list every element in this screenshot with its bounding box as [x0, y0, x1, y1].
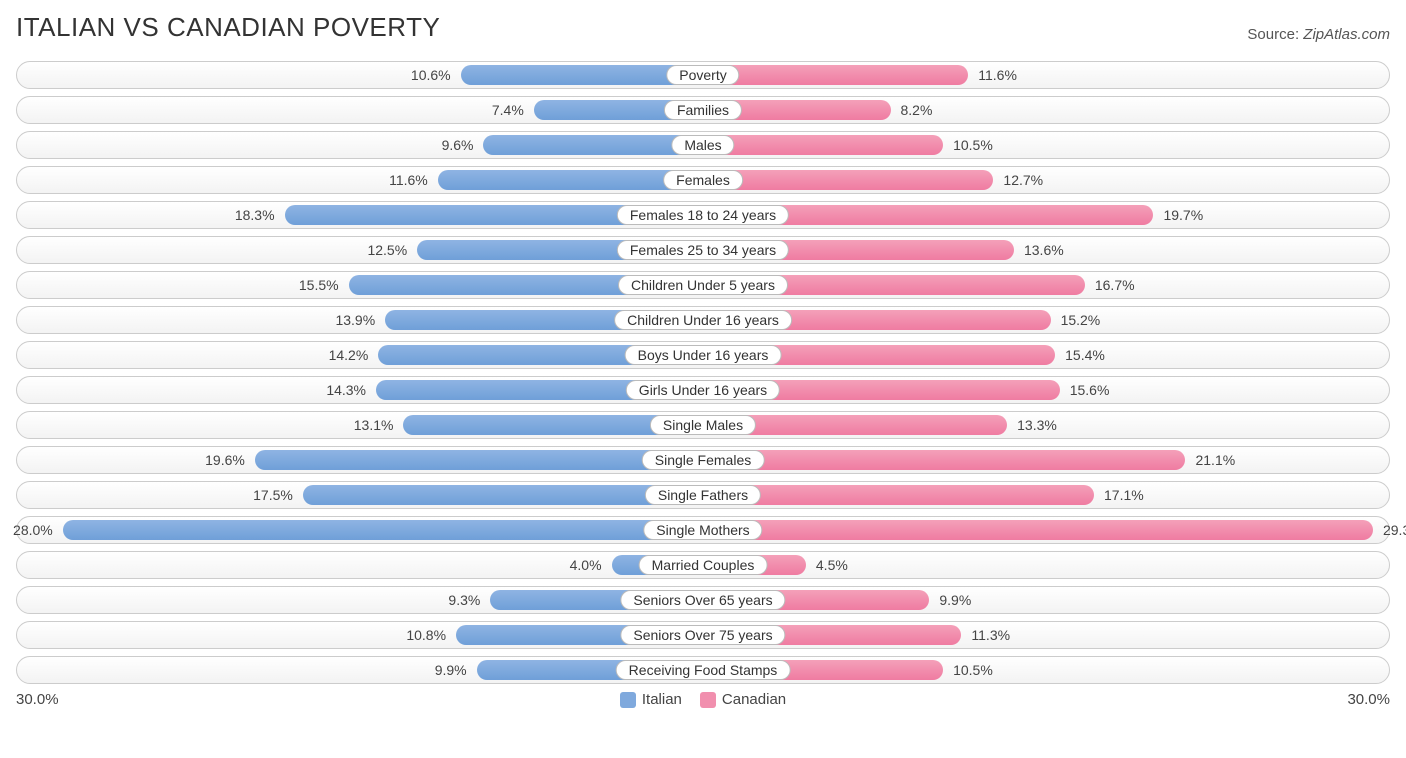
row-label: Seniors Over 65 years [620, 590, 785, 610]
row-label: Females 18 to 24 years [617, 205, 789, 225]
value-right: 11.3% [965, 622, 1010, 648]
chart-row: 28.0%29.3%Single Mothers [16, 516, 1390, 544]
value-right: 11.6% [972, 62, 1017, 88]
value-left: 18.3% [235, 202, 281, 228]
value-left: 4.0% [570, 552, 608, 578]
legend-swatch-right [700, 692, 716, 708]
row-label: Receiving Food Stamps [616, 660, 791, 680]
bar-left [303, 485, 703, 505]
bar-left [63, 520, 703, 540]
value-left: 7.4% [492, 97, 530, 123]
legend-item-left: Italian [620, 691, 682, 708]
row-label: Females 25 to 34 years [617, 240, 789, 260]
legend: Italian Canadian [620, 691, 786, 708]
bar-right [703, 485, 1094, 505]
value-left: 12.5% [367, 237, 413, 263]
row-label: Families [664, 100, 742, 120]
row-label: Children Under 16 years [614, 310, 792, 330]
value-right: 17.1% [1098, 482, 1144, 508]
legend-label-left: Italian [642, 691, 682, 708]
chart-row: 19.6% 21.1% Single Females [16, 446, 1390, 474]
row-label: Seniors Over 75 years [620, 625, 785, 645]
row-label: Females [663, 170, 743, 190]
value-left: 9.6% [442, 132, 480, 158]
value-left: 10.8% [406, 622, 452, 648]
chart-row: 12.5% 13.6% Females 25 to 34 years [16, 236, 1390, 264]
value-left: 10.6% [411, 62, 457, 88]
chart-source: Source: ZipAtlas.com [1247, 26, 1390, 43]
bar-left [255, 450, 703, 470]
value-right: 21.1% [1189, 447, 1235, 473]
chart-row: 9.3% 9.9% Seniors Over 65 years [16, 586, 1390, 614]
value-right: 10.5% [947, 132, 993, 158]
value-left: 9.9% [435, 657, 473, 683]
bar-left [483, 135, 703, 155]
chart-row: 14.2% 15.4% Boys Under 16 years [16, 341, 1390, 369]
chart-row: 10.6% 11.6% Poverty [16, 61, 1390, 89]
diverging-bar-chart: 10.6% 11.6% Poverty 7.4% 8.2% Families 9.6% 10.… [16, 61, 1390, 684]
value-right: 29.3% [1377, 517, 1406, 543]
value-left: 11.6% [389, 167, 434, 193]
row-label: Single Males [650, 415, 756, 435]
bar-right [703, 450, 1185, 470]
legend-item-right: Canadian [700, 691, 786, 708]
axis-right-max: 30.0% [1347, 691, 1390, 708]
row-label: Married Couples [639, 555, 768, 575]
axis-left-max: 30.0% [16, 691, 59, 708]
row-label: Single Mothers [643, 520, 762, 540]
value-right: 10.5% [947, 657, 993, 683]
value-left: 14.3% [326, 377, 372, 403]
row-label: Poverty [666, 65, 739, 85]
chart-row: 9.6% 10.5% Males [16, 131, 1390, 159]
value-right: 13.6% [1018, 237, 1064, 263]
chart-row: 10.8% 11.3% Seniors Over 75 years [16, 621, 1390, 649]
chart-row: 17.5% 17.1% Single Fathers [16, 481, 1390, 509]
value-right: 19.7% [1157, 202, 1203, 228]
chart-row: 7.4% 8.2% Families [16, 96, 1390, 124]
chart-title: ITALIAN VS CANADIAN POVERTY [16, 12, 440, 43]
value-right: 8.2% [895, 97, 933, 123]
value-right: 13.3% [1011, 412, 1057, 438]
chart-footer: 30.0% Italian Canadian 30.0% [16, 691, 1390, 708]
value-right: 9.9% [933, 587, 971, 613]
source-value: ZipAtlas.com [1303, 26, 1390, 43]
value-left: 15.5% [299, 272, 345, 298]
value-left: 14.2% [329, 342, 375, 368]
chart-row: 11.6% 12.7% Females [16, 166, 1390, 194]
value-left: 19.6% [205, 447, 251, 473]
row-label: Males [671, 135, 734, 155]
chart-row: 15.5% 16.7% Children Under 5 years [16, 271, 1390, 299]
chart-row: 4.0% 4.5% Married Couples [16, 551, 1390, 579]
value-right: 4.5% [810, 552, 848, 578]
source-label: Source: [1247, 26, 1299, 43]
chart-header: ITALIAN VS CANADIAN POVERTY Source: ZipA… [16, 12, 1390, 43]
row-label: Children Under 5 years [618, 275, 788, 295]
bar-right [703, 520, 1373, 540]
row-label: Single Females [642, 450, 765, 470]
chart-row: 9.9% 10.5% Receiving Food Stamps [16, 656, 1390, 684]
value-right: 15.2% [1055, 307, 1101, 333]
value-right: 12.7% [997, 167, 1043, 193]
value-right: 15.4% [1059, 342, 1105, 368]
value-left: 13.1% [354, 412, 400, 438]
chart-row: 18.3% 19.7% Females 18 to 24 years [16, 201, 1390, 229]
chart-row: 13.9% 15.2% Children Under 16 years [16, 306, 1390, 334]
row-label: Girls Under 16 years [626, 380, 780, 400]
value-left: 17.5% [253, 482, 299, 508]
legend-label-right: Canadian [722, 691, 786, 708]
chart-row: 14.3% 15.6% Girls Under 16 years [16, 376, 1390, 404]
value-right: 16.7% [1089, 272, 1135, 298]
legend-swatch-left [620, 692, 636, 708]
value-right: 15.6% [1064, 377, 1110, 403]
value-left: 13.9% [335, 307, 381, 333]
value-left: 28.0% [13, 517, 59, 543]
row-label: Single Fathers [645, 485, 761, 505]
row-label: Boys Under 16 years [625, 345, 782, 365]
chart-row: 13.1% 13.3% Single Males [16, 411, 1390, 439]
bar-right [703, 65, 968, 85]
bar-right [703, 170, 993, 190]
value-left: 9.3% [448, 587, 486, 613]
bar-right [703, 135, 943, 155]
